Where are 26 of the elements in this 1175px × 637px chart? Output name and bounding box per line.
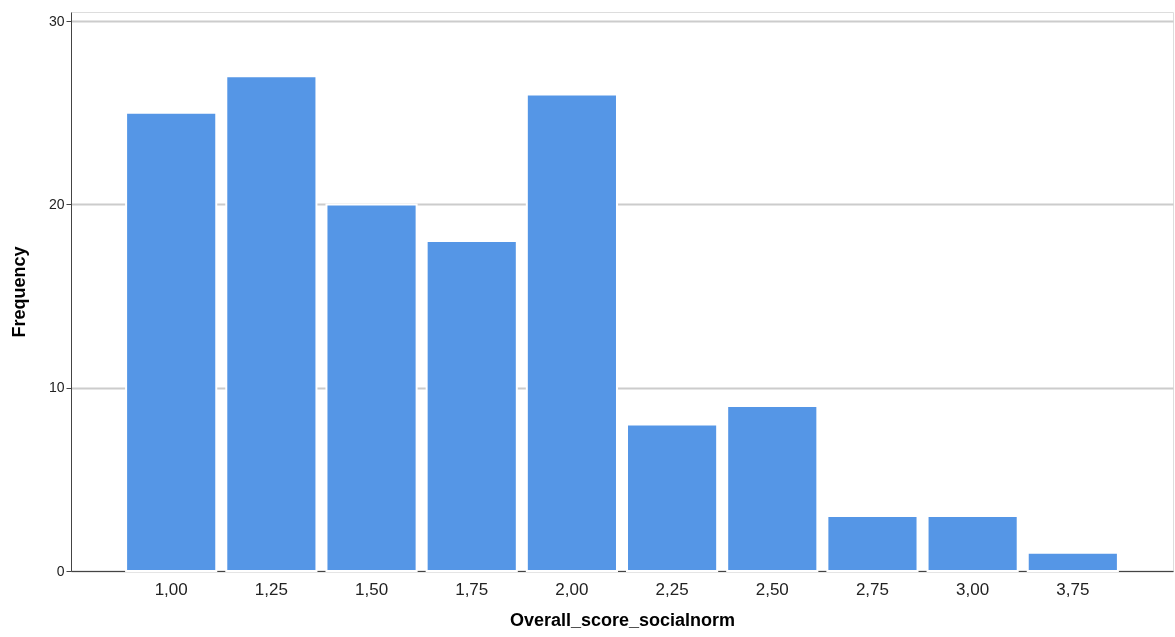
x-tick-label: 2,00 bbox=[555, 579, 589, 599]
bar bbox=[525, 93, 618, 572]
y-tick-label: 0 bbox=[56, 562, 65, 579]
y-axis-title: Frequency bbox=[8, 246, 29, 338]
y-tick-label: 10 bbox=[48, 379, 65, 396]
x-tick-label: 1,25 bbox=[254, 579, 288, 599]
y-tick-label: 20 bbox=[48, 195, 65, 212]
bar bbox=[926, 515, 1019, 572]
bar bbox=[325, 203, 418, 572]
x-tick-label: 3,75 bbox=[1056, 579, 1090, 599]
bar bbox=[425, 240, 518, 572]
y-tick-label: 30 bbox=[48, 12, 65, 29]
x-tick-label: 1,50 bbox=[355, 579, 389, 599]
x-tick-label: 1,75 bbox=[455, 579, 489, 599]
bar bbox=[626, 423, 719, 572]
x-tick-label: 2,25 bbox=[655, 579, 689, 599]
x-tick-label: 2,75 bbox=[855, 579, 889, 599]
bar bbox=[225, 75, 318, 572]
x-axis-title: Overall_score_socialnorm bbox=[509, 609, 736, 630]
x-tick-label: 3,00 bbox=[956, 579, 990, 599]
bar bbox=[826, 515, 919, 572]
x-tick-label: 1,00 bbox=[154, 579, 188, 599]
bar bbox=[726, 405, 819, 572]
x-tick-label: 2,50 bbox=[755, 579, 789, 599]
bar bbox=[1026, 551, 1119, 572]
bar bbox=[125, 111, 218, 572]
